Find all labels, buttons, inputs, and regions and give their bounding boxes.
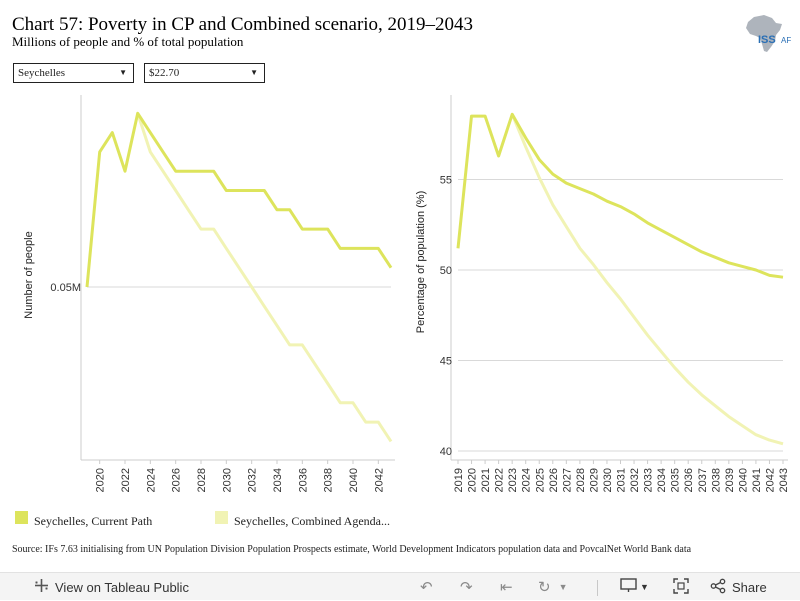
- x-tick-label: 2030: [221, 468, 233, 492]
- y-axis-title-people: Number of people: [23, 231, 35, 318]
- series-line-combined-agenda[interactable]: [510, 113, 784, 446]
- logo-text-afi: AFI: [781, 36, 792, 45]
- x-tick-label: 2026: [548, 468, 560, 492]
- x-tick-label: 2020: [467, 468, 479, 492]
- people-chart: Number of people 0.05M 2020 2022 2024 2026 20…: [23, 95, 395, 492]
- x-tick-label: 2021: [480, 468, 492, 492]
- x-tick-label: 2035: [670, 468, 682, 492]
- share-label: Share: [732, 579, 767, 595]
- country-dropdown-value: Seychelles: [18, 67, 66, 79]
- series-line-current-path[interactable]: [456, 112, 784, 279]
- legend-swatch-combined-agenda[interactable]: [215, 511, 228, 524]
- x-tick-label: 2037: [697, 468, 709, 492]
- share-button[interactable]: Share: [710, 573, 767, 601]
- chevron-down-icon: ▼: [558, 582, 568, 592]
- chevron-down-icon: ▼: [250, 68, 258, 77]
- x-tick-label: 2020: [95, 468, 107, 492]
- x-tick-label: 2032: [629, 468, 641, 492]
- x-tick-label: 2027: [561, 468, 573, 492]
- x-tick-label: 2036: [683, 468, 695, 492]
- x-tick-label: 2040: [737, 468, 749, 492]
- legend-label-current-path[interactable]: Seychelles, Current Path: [34, 514, 153, 528]
- x-tick-label: 2036: [297, 468, 309, 492]
- x-tick-label: 2042: [373, 468, 385, 492]
- chart-title: Chart 57: Poverty in CP and Combined sce…: [12, 14, 474, 35]
- source-note: Source: IFs 7.63 initialising from UN Po…: [12, 544, 692, 555]
- x-tick-label: 2024: [521, 468, 533, 492]
- x-tick-label: 2023: [507, 468, 519, 492]
- x-tick-label: 2038: [710, 468, 722, 492]
- legend-swatch-current-path[interactable]: [15, 511, 28, 524]
- x-tick-label: 2033: [643, 468, 655, 492]
- x-tick-label: 2034: [272, 468, 284, 492]
- view-on-tableau-link[interactable]: View on Tableau Public: [34, 573, 189, 601]
- y-tick-label: 55: [440, 175, 452, 187]
- tableau-icon: [34, 578, 49, 596]
- threshold-dropdown[interactable]: $22.70 ▼: [144, 63, 265, 83]
- country-dropdown[interactable]: Seychelles ▼: [13, 63, 134, 83]
- x-tick-label: 2022: [494, 468, 506, 492]
- x-tick-label: 2026: [171, 468, 183, 492]
- x-tick-label: 2025: [534, 468, 546, 492]
- y-tick-label: 40: [440, 446, 452, 458]
- refresh-icon: ↻: [538, 579, 551, 596]
- x-tick-label: 2040: [348, 468, 360, 492]
- x-tick-label: 2029: [588, 468, 600, 492]
- undo-button[interactable]: ↶: [420, 573, 433, 601]
- fullscreen-button[interactable]: [673, 573, 689, 601]
- x-tick-label: 2019: [453, 468, 465, 492]
- x-tick-label: 2042: [764, 468, 776, 492]
- series-line-current-path[interactable]: [85, 111, 393, 288]
- x-tick-label: 2031: [616, 468, 628, 492]
- x-tick-label: 2034: [656, 468, 668, 492]
- revert-icon: ⇤: [500, 579, 513, 596]
- download-icon: [620, 578, 637, 596]
- refresh-button[interactable]: ↻ ▼: [538, 573, 568, 601]
- percentage-chart: Percentage of population (%) 40 45 50 55 201…: [415, 95, 790, 492]
- x-tick-label: 2030: [602, 468, 614, 492]
- revert-button[interactable]: ⇤: [500, 573, 513, 601]
- series-line-combined-agenda[interactable]: [136, 112, 393, 443]
- logo-text: ISS: [758, 34, 776, 46]
- chevron-down-icon: ▼: [119, 68, 127, 77]
- legend-label-combined-agenda[interactable]: Seychelles, Combined Agenda...: [234, 514, 390, 528]
- x-tick-label: 2038: [323, 468, 335, 492]
- chevron-down-icon: ▼: [640, 582, 649, 592]
- redo-icon: ↷: [460, 579, 473, 596]
- redo-button[interactable]: ↷: [460, 573, 473, 601]
- undo-icon: ↶: [420, 579, 433, 596]
- y-tick-label: 0.05M: [50, 282, 81, 294]
- share-icon: [710, 578, 726, 597]
- x-tick-label: 2028: [575, 468, 587, 492]
- view-on-tableau-label: View on Tableau Public: [55, 579, 189, 595]
- fullscreen-icon: [673, 577, 689, 597]
- y-axis-title-percentage: Percentage of population (%): [415, 191, 427, 333]
- x-tick-label: 2039: [724, 468, 736, 492]
- x-tick-label: 2041: [751, 468, 763, 492]
- toolbar-divider: [597, 580, 598, 596]
- download-button[interactable]: ▼: [620, 573, 649, 601]
- iss-africa-logo: ISS AFI: [740, 14, 793, 54]
- x-tick-label: 2043: [778, 468, 790, 492]
- x-tick-label: 2022: [120, 468, 132, 492]
- chart-subtitle: Millions of people and % of total popula…: [12, 34, 244, 49]
- y-tick-label: 50: [440, 265, 452, 277]
- x-tick-label: 2032: [247, 468, 259, 492]
- x-tick-label: 2028: [196, 468, 208, 492]
- y-tick-label: 45: [440, 356, 452, 368]
- threshold-dropdown-value: $22.70: [149, 67, 180, 79]
- tableau-toolbar: View on Tableau Public ↶ ↷ ⇤ ↻ ▼ ▼ Share: [0, 572, 800, 600]
- x-tick-label: 2024: [145, 468, 157, 492]
